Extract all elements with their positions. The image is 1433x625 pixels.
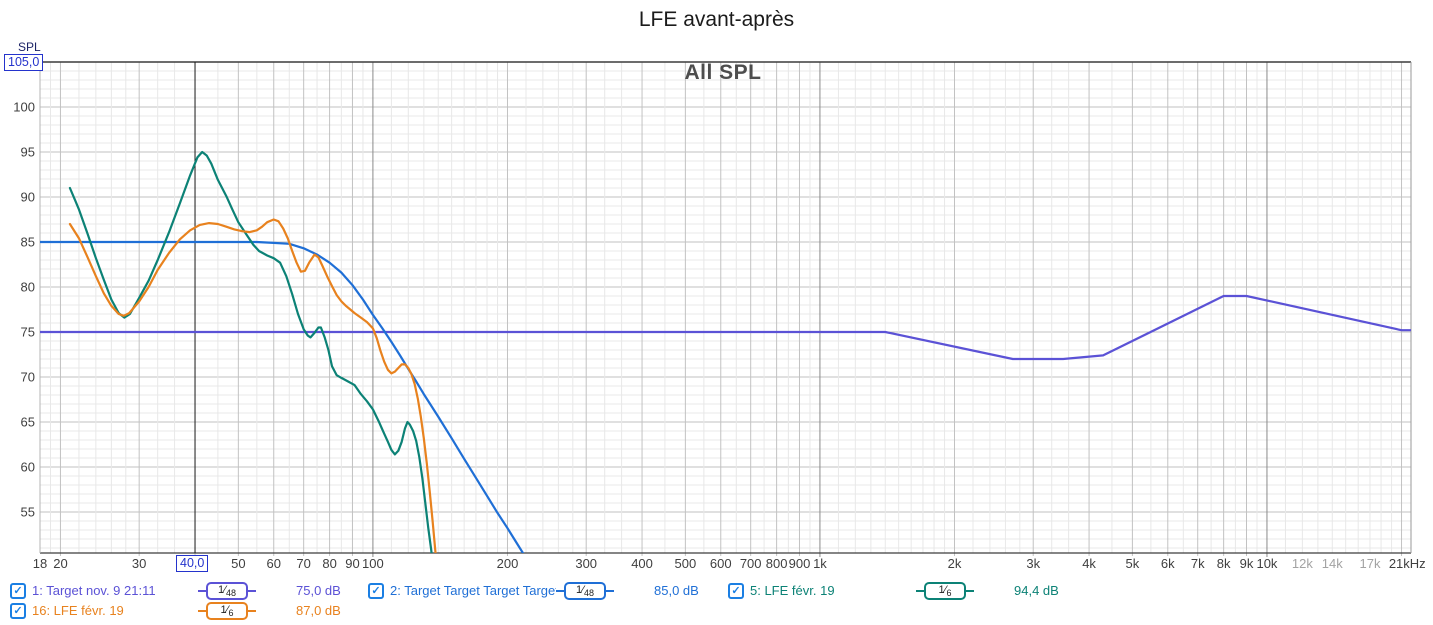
legend-level-16: 87,0 dB: [296, 603, 341, 618]
x-tick-label: 10k: [1256, 556, 1277, 571]
x-tick-label: 7k: [1191, 556, 1205, 571]
x-tick-label: 12k: [1292, 556, 1313, 571]
legend-entry-2: ✓ 2: Target Target Target Target T 1⁄48 85,…: [368, 582, 718, 600]
x-tick-label: 200: [497, 556, 519, 571]
x-tick-label: 6k: [1161, 556, 1175, 571]
legend-entry-1: ✓ 1: Target nov. 9 21:11 1⁄48 75,0 dB: [10, 582, 360, 600]
legend-checkbox-5[interactable]: ✓: [728, 583, 744, 599]
badge-dash: [605, 590, 614, 592]
chart-subtitle-all-spl: All SPL: [684, 61, 762, 84]
x-tick-label: 2k: [948, 556, 962, 571]
trace-16[interactable]: [68, 218, 438, 571]
trace-1[interactable]: [40, 294, 1411, 361]
x-tick-label: 50: [231, 556, 245, 571]
page-title: LFE avant-après: [638, 8, 795, 31]
x-tick-label: 100: [362, 556, 384, 571]
badge-dash: [247, 590, 256, 592]
y-max-value-box[interactable]: 105,0: [4, 54, 44, 71]
badge-dash: [916, 590, 925, 592]
x-tick-label: 90: [345, 556, 359, 571]
y-tick-label: 75: [21, 325, 35, 340]
x-tick-label: 1k: [813, 556, 827, 571]
legend-row: ✓ 16: LFE févr. 19 1⁄6 87,0 dB: [0, 602, 1433, 620]
badge-dash: [247, 610, 256, 612]
badge-dash: [965, 590, 974, 592]
badge-dash: [198, 610, 207, 612]
x-tick-label: 70: [296, 556, 310, 571]
smoothing-fraction: 1⁄6: [206, 602, 248, 620]
x-tick-label: 4k: [1082, 556, 1096, 571]
x-tick-label: 600: [710, 556, 732, 571]
y-tick-label: 80: [21, 280, 35, 295]
x-tick-label: 20: [53, 556, 67, 571]
x-tick-label: 30: [132, 556, 146, 571]
x-tick-label: 9k: [1240, 556, 1254, 571]
x-tick-label: 800: [766, 556, 788, 571]
y-tick-label: 85: [21, 235, 35, 250]
legend-label-1[interactable]: 1: Target nov. 9 21:11: [32, 583, 156, 598]
x-tick-label: 18: [33, 556, 47, 571]
x-tick-label: 900: [789, 556, 811, 571]
trace-5[interactable]: [68, 150, 433, 568]
y-tick-label: 95: [21, 145, 35, 160]
smoothing-fraction: 1⁄48: [564, 582, 606, 600]
x-tick-label: 5k: [1126, 556, 1140, 571]
legend-level-5: 94,4 dB: [1014, 583, 1059, 598]
y-tick-label: 55: [21, 505, 35, 520]
y-tick-label: 100: [13, 100, 35, 115]
y-tick-label: 60: [21, 460, 35, 475]
badge-dash: [198, 590, 207, 592]
legend-label-2[interactable]: 2: Target Target Target Target T: [390, 583, 556, 598]
cursor-frequency-box[interactable]: 40,0: [176, 555, 209, 572]
x-tick-label: 17k: [1359, 556, 1380, 571]
smoothing-fraction: 1⁄6: [924, 582, 966, 600]
x-tick-label: 21kHz: [1389, 556, 1426, 571]
trace-2[interactable]: [40, 240, 531, 567]
y-tick-label: 90: [21, 190, 35, 205]
trace-legend: ✓ 1: Target nov. 9 21:11 1⁄48 75,0 dB ✓ 2: Ta…: [0, 580, 1433, 625]
legend-level-2: 85,0 dB: [654, 583, 699, 598]
y-tick-label: 65: [21, 415, 35, 430]
x-tick-label: 8k: [1217, 556, 1231, 571]
legend-checkbox-2[interactable]: ✓: [368, 583, 384, 599]
x-tick-label: 80: [322, 556, 336, 571]
x-tick-label: 400: [631, 556, 653, 571]
legend-checkbox-16[interactable]: ✓: [10, 603, 26, 619]
legend-entry-16: ✓ 16: LFE févr. 19 1⁄6 87,0 dB: [10, 602, 360, 620]
legend-checkbox-1[interactable]: ✓: [10, 583, 26, 599]
x-tick-label: 300: [575, 556, 597, 571]
legend-label-16[interactable]: 16: LFE févr. 19: [32, 603, 124, 618]
y-tick-label: 70: [21, 370, 35, 385]
smoothing-fraction: 1⁄48: [206, 582, 248, 600]
x-tick-label: 3k: [1026, 556, 1040, 571]
x-tick-label: 60: [267, 556, 281, 571]
legend-entry-5: ✓ 5: LFE févr. 19 1⁄6 94,4 dB: [728, 582, 1078, 600]
badge-dash: [556, 590, 565, 592]
legend-label-5[interactable]: 5: LFE févr. 19: [750, 583, 835, 598]
x-tick-label: 500: [675, 556, 697, 571]
x-tick-label: 700: [740, 556, 762, 571]
x-tick-label: 14k: [1322, 556, 1343, 571]
legend-level-1: 75,0 dB: [296, 583, 341, 598]
legend-row: ✓ 1: Target nov. 9 21:11 1⁄48 75,0 dB ✓ 2: Ta…: [0, 582, 1433, 600]
y-axis-title: SPL: [18, 40, 41, 54]
